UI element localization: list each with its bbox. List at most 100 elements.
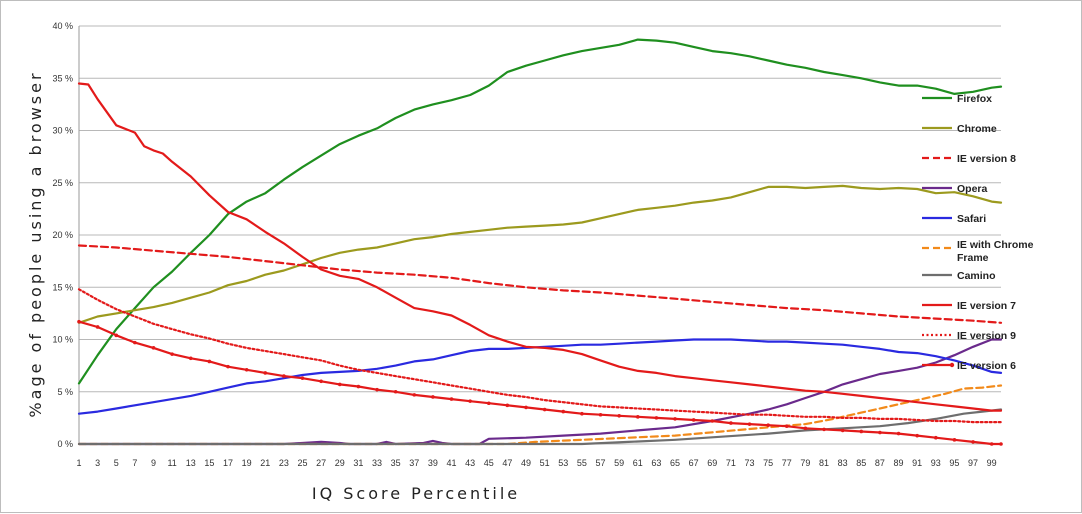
series-line-ie-version-9 [77, 288, 1003, 424]
x-tick-label: 59 [614, 458, 624, 468]
legend-label-opera: Opera [957, 183, 988, 195]
x-tick-label: 67 [689, 458, 699, 468]
series-point-ie-version-6 [654, 416, 659, 420]
x-tick-label: 23 [279, 458, 289, 468]
series-point-ie-version-6 [449, 397, 454, 401]
series-point-ie-version-6 [337, 382, 342, 387]
x-tick-label: 1 [76, 458, 81, 468]
x-tick-label: 75 [763, 458, 773, 468]
x-tick-label: 39 [428, 458, 438, 468]
x-tick-label: 57 [596, 458, 606, 468]
x-tick-label: 61 [633, 458, 643, 468]
x-tick-label: 71 [726, 458, 736, 468]
series-point-ie-version-6 [840, 428, 845, 433]
x-tick-label: 69 [707, 458, 717, 468]
series-point-ie-version-6 [691, 418, 696, 422]
x-tick-label: 91 [912, 458, 922, 468]
x-tick-label: 51 [540, 458, 550, 468]
x-tick-label: 21 [260, 458, 270, 468]
series-point-ie-version-6 [77, 319, 81, 324]
y-tick-label: 0 % [57, 439, 73, 449]
series-point-ie-version-6 [617, 413, 621, 418]
x-tick-label: 13 [186, 458, 196, 468]
series-point-ie-version-6 [878, 430, 882, 435]
y-tick-label: 35 % [52, 73, 73, 83]
legend-label-chrome: Chrome [957, 123, 997, 135]
series-lines [77, 38, 1003, 446]
y-tick-label: 15 % [52, 282, 73, 292]
series-line-ie-version-7 [77, 82, 1003, 412]
legend-label-camino: Camino [957, 270, 996, 282]
x-tick-label: 5 [114, 458, 119, 468]
grid-lines [78, 25, 1001, 445]
series-point-ie-version-6 [999, 442, 1003, 446]
series-point-ie-version-6 [356, 384, 361, 389]
y-axis-ticks: 0 % 5 % 10 % 15 % 20 % 25 % 30 % 35 % 40 % [52, 21, 73, 449]
legend-label-safari: Safari [957, 213, 986, 225]
x-tick-label: 37 [409, 458, 419, 468]
x-tick-label: 43 [465, 458, 475, 468]
series-line-camino [77, 408, 1003, 446]
series-point-ie-version-6 [710, 419, 715, 423]
y-axis-title: %age of people using a browser [26, 70, 45, 417]
series-point-ie-version-6 [226, 364, 230, 369]
x-tick-label: 11 [167, 458, 176, 468]
series-point-ie-version-6 [934, 435, 938, 440]
series-point-ie-version-6 [729, 421, 733, 425]
x-tick-label: 77 [782, 458, 792, 468]
y-tick-label: 40 % [52, 21, 73, 31]
series-point-ie-version-6 [300, 376, 305, 380]
x-tick-label: 17 [223, 458, 233, 468]
series-point-ie-version-6 [915, 433, 919, 438]
x-tick-label: 81 [819, 458, 829, 468]
series-point-ie-version-6 [635, 415, 640, 419]
x-axis-title: IQ Score Percentile [312, 484, 520, 503]
x-tick-label: 97 [968, 458, 978, 468]
series-point-ie-version-6 [505, 403, 510, 408]
y-tick-label: 20 % [52, 230, 73, 240]
legend-label-ie-with-chrome-frame: IE with Chrome Frame [957, 239, 1034, 264]
legend: Firefox Chrome IE version 8 Opera Safari IE w… [922, 93, 1034, 372]
series-point-ie-version-6 [282, 374, 286, 378]
series-line-ie-version-8 [77, 244, 1003, 324]
x-tick-label: 83 [838, 458, 848, 468]
series-point-ie-version-6 [412, 393, 417, 397]
series-point-ie-version-6 [747, 422, 752, 426]
series-point-ie-version-6 [486, 401, 491, 406]
y-tick-label: 10 % [52, 335, 73, 345]
x-tick-label: 95 [949, 458, 959, 468]
x-tick-label: 89 [894, 458, 904, 468]
x-tick-label: 35 [391, 458, 401, 468]
x-tick-label: 73 [745, 458, 755, 468]
x-tick-label: 41 [447, 458, 457, 468]
series-point-ie-version-6 [151, 346, 156, 350]
x-tick-label: 33 [372, 458, 382, 468]
series-point-ie-version-6 [95, 325, 100, 329]
series-point-ie-version-6 [766, 423, 770, 427]
legend-label-ie-version-6: IE version 6 [957, 360, 1016, 372]
series-point-ie-version-6 [822, 427, 826, 432]
series-point-ie-version-6 [598, 412, 603, 417]
series-point-ie-version-6 [542, 407, 547, 412]
x-tick-label: 87 [875, 458, 885, 468]
series-point-ie-version-6 [859, 429, 864, 434]
x-tick-label: 49 [521, 458, 531, 468]
legend-label-ie-version-7: IE version 7 [957, 300, 1016, 312]
series-point-ie-version-6 [188, 356, 193, 361]
x-tick-label: 19 [242, 458, 252, 468]
series-point-ie-version-6 [971, 440, 975, 444]
series-point-ie-version-6 [114, 333, 119, 338]
x-tick-label: 47 [502, 458, 512, 468]
series-point-ie-version-6 [673, 417, 677, 421]
x-tick-label: 15 [204, 458, 214, 468]
y-tick-label: 30 % [52, 126, 73, 136]
x-tick-label: 31 [353, 458, 363, 468]
x-tick-label: 9 [151, 458, 156, 468]
y-tick-label: 5 % [57, 387, 73, 397]
x-tick-label: 63 [651, 458, 661, 468]
x-tick-label: 25 [298, 458, 308, 468]
series-line-chrome [77, 184, 1003, 324]
series-point-ie-version-6 [561, 409, 566, 414]
